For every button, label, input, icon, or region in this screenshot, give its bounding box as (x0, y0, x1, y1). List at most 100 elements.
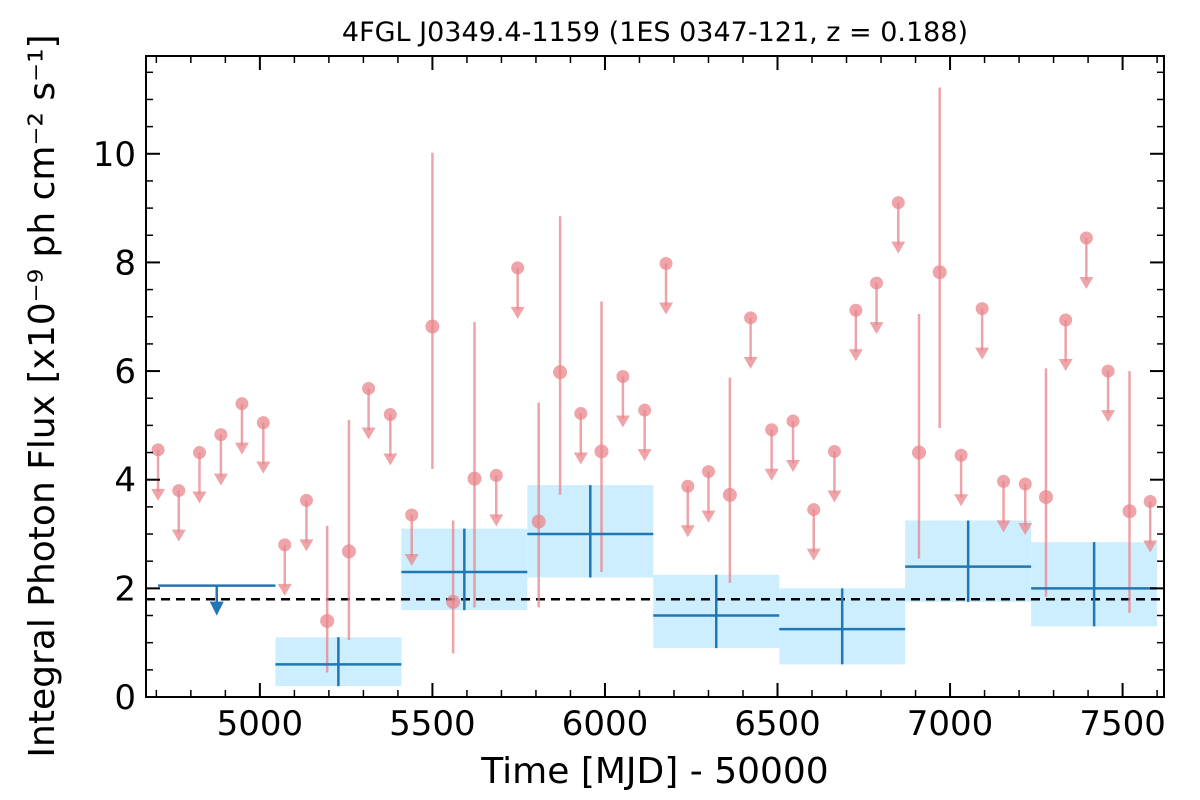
upper-limit-arrowhead (151, 488, 166, 501)
detection-point (1122, 504, 1137, 519)
x-axis-label: Time [MJD] - 50000 (480, 751, 828, 792)
upper-limit-marker (765, 423, 779, 437)
upper-limit-marker (1143, 494, 1157, 508)
chart-title: 4FGL J0349.4-1159 (1ES 0347-121, z = 0.1… (342, 17, 968, 48)
upper-limit-marker (807, 503, 821, 517)
detection-point (932, 265, 947, 280)
detection-point (446, 594, 461, 609)
upper-limit-marker (616, 370, 630, 383)
upper-limit-arrowhead (171, 529, 186, 542)
upper-limit-marker (849, 303, 863, 317)
upper-limit-marker (405, 508, 419, 522)
x-tick-label: 6000 (562, 704, 649, 744)
upper-limit-marker (574, 406, 588, 420)
upper-limit-marker (383, 408, 397, 422)
upper-limit-arrowhead (954, 494, 969, 507)
axis-ticks: 5000 5500 6000 6500 7000 7500 0 2 4 6 8 10 (93, 56, 1166, 744)
upper-limit-arrowhead (996, 520, 1011, 533)
upper-limit-arrowhead (213, 473, 228, 486)
upper-limit-marker (681, 479, 695, 493)
detection-point (911, 445, 926, 460)
short-bin-series (151, 87, 1158, 673)
upper-limit-marker (997, 474, 1011, 488)
y-tick-label: 10 (93, 135, 136, 175)
upper-limit-arrowhead (383, 453, 398, 466)
upper-limit-marker (975, 302, 989, 316)
y-tick-label: 2 (114, 569, 136, 609)
detection-point (722, 487, 737, 502)
upper-limit-arrowhead (869, 322, 884, 335)
upper-limit-arrowhead (827, 490, 842, 503)
detection-point (467, 471, 482, 486)
y-tick-label: 8 (114, 243, 136, 283)
upper-limit-marker (1079, 231, 1093, 245)
detection-point (1038, 490, 1053, 505)
detection-point (425, 319, 440, 334)
upper-limit-marker (891, 196, 905, 210)
upper-limit-arrowhead (975, 347, 990, 360)
axes-frame (145, 55, 1165, 698)
y-tick-label: 6 (114, 352, 136, 392)
upper-limit-arrowhead (1079, 276, 1094, 289)
upper-limit-arrowhead (1018, 523, 1033, 536)
detection-point (594, 444, 609, 459)
upper-limit-marker (870, 276, 884, 290)
upper-limit-marker (489, 468, 503, 482)
x-tick-label: 5000 (217, 704, 304, 744)
y-tick-label: 4 (114, 461, 136, 501)
upper-limit-arrowhead (637, 449, 652, 462)
upper-limit-arrowhead (361, 427, 376, 440)
upper-limit-marker (299, 493, 313, 507)
upper-limit-arrowhead (848, 349, 863, 362)
long-bin-upper-limit-arrowhead (209, 601, 224, 616)
detection-point (320, 613, 335, 628)
upper-limit-marker (659, 257, 673, 271)
upper-limit-marker (278, 538, 292, 552)
upper-limit-arrowhead (680, 525, 695, 538)
upper-limit-arrowhead (404, 554, 419, 567)
upper-limit-marker (192, 446, 206, 460)
upper-limit-marker (151, 443, 165, 457)
upper-limit-marker (362, 381, 376, 395)
y-axis-label: Integral Photon Flux [x10⁻⁹ ph cm⁻² s⁻¹] (22, 34, 63, 757)
upper-limit-arrowhead (1058, 359, 1073, 372)
upper-limit-arrowhead (234, 442, 249, 455)
upper-limit-marker (954, 448, 968, 462)
x-tick-label: 7500 (1079, 704, 1166, 744)
upper-limit-arrowhead (786, 460, 801, 473)
x-tick-label: 7000 (907, 704, 994, 744)
upper-limit-marker (172, 484, 186, 498)
upper-limit-arrowhead (1101, 410, 1116, 423)
upper-limit-arrowhead (806, 548, 821, 561)
x-tick-label: 5500 (389, 704, 476, 744)
upper-limit-marker (1059, 313, 1073, 327)
detection-point (341, 544, 356, 559)
upper-limit-arrowhead (659, 302, 674, 315)
upper-limit-arrowhead (764, 468, 779, 481)
upper-limit-arrowhead (489, 514, 504, 527)
plot-frame (145, 55, 1165, 698)
upper-limit-marker (827, 444, 841, 458)
upper-limit-marker (786, 414, 800, 428)
long-bin-series (158, 485, 1158, 687)
upper-limit-marker (638, 403, 652, 417)
upper-limit-marker (744, 311, 758, 325)
upper-limit-arrowhead (615, 415, 630, 428)
upper-limit-arrowhead (743, 356, 758, 369)
upper-limit-marker (1101, 364, 1115, 378)
x-tick-label: 6500 (734, 704, 821, 744)
upper-limit-arrowhead (299, 539, 314, 552)
upper-limit-arrowhead (573, 452, 588, 465)
upper-limit-arrowhead (510, 306, 525, 319)
upper-limit-marker (1018, 477, 1032, 491)
detection-point (553, 365, 568, 380)
upper-limit-marker (511, 261, 525, 275)
upper-limit-marker (214, 428, 228, 442)
upper-limit-marker (256, 416, 270, 430)
y-tick-label: 0 (114, 678, 136, 718)
upper-limit-arrowhead (701, 510, 716, 523)
upper-limit-arrowhead (256, 461, 271, 474)
upper-limit-arrowhead (192, 491, 207, 504)
upper-limit-marker (701, 465, 715, 479)
